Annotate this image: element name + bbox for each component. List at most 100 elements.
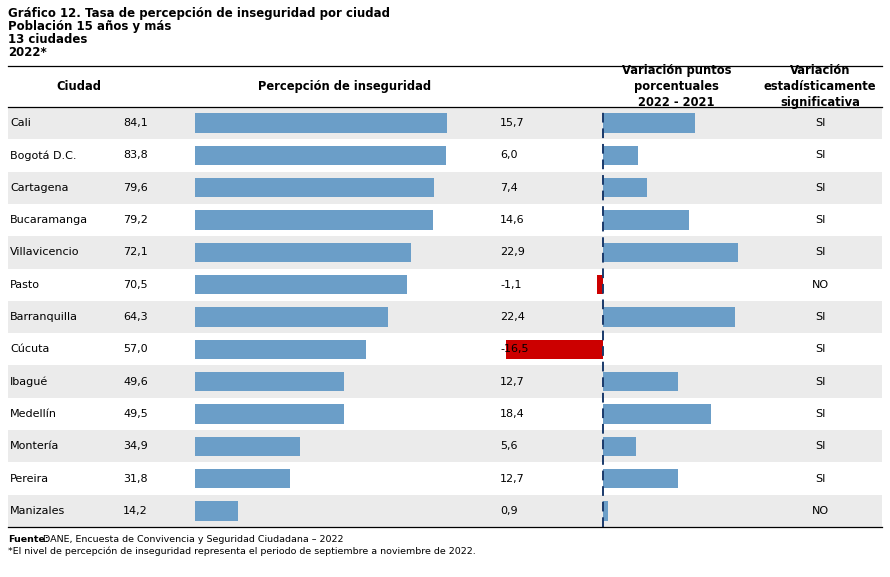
- Bar: [603, 437, 636, 456]
- Text: Pasto: Pasto: [10, 280, 40, 290]
- Bar: [8, 333, 882, 365]
- Text: Villavicencio: Villavicencio: [10, 248, 79, 257]
- Bar: [195, 501, 238, 520]
- Text: Barranquilla: Barranquilla: [10, 312, 78, 322]
- Bar: [603, 114, 695, 133]
- Bar: [195, 146, 447, 165]
- Text: Pereira: Pereira: [10, 474, 49, 484]
- Bar: [603, 243, 738, 262]
- Text: Variación
estadísticamente
significativa: Variación estadísticamente significativa: [764, 64, 877, 109]
- Text: 0,9: 0,9: [500, 506, 518, 516]
- Text: Medellín: Medellín: [10, 409, 57, 419]
- Text: Fuente:: Fuente:: [8, 535, 49, 544]
- Bar: [8, 494, 882, 527]
- Text: SI: SI: [815, 441, 825, 451]
- Bar: [8, 365, 882, 398]
- Text: Población 15 años y más: Población 15 años y más: [8, 20, 172, 33]
- Text: 84,1: 84,1: [123, 118, 148, 128]
- Text: Ciudad: Ciudad: [56, 80, 101, 93]
- Text: SI: SI: [815, 215, 825, 225]
- Bar: [8, 139, 882, 171]
- Text: 14,2: 14,2: [123, 506, 148, 516]
- Text: 6,0: 6,0: [500, 151, 517, 160]
- Text: SI: SI: [815, 183, 825, 193]
- Text: SI: SI: [815, 377, 825, 387]
- Bar: [8, 236, 882, 268]
- Bar: [195, 243, 411, 262]
- Text: 57,0: 57,0: [124, 344, 148, 354]
- Text: *El nivel de percepción de inseguridad representa el periodo de septiembre a nov: *El nivel de percepción de inseguridad r…: [8, 546, 476, 556]
- Text: Manizales: Manizales: [10, 506, 65, 516]
- Bar: [603, 178, 646, 197]
- Text: NO: NO: [812, 280, 829, 290]
- Text: 12,7: 12,7: [500, 377, 525, 387]
- Bar: [603, 308, 735, 327]
- Bar: [506, 340, 603, 359]
- Text: SI: SI: [815, 474, 825, 484]
- Text: Bucaramanga: Bucaramanga: [10, 215, 88, 225]
- Bar: [195, 308, 388, 327]
- Text: 13 ciudades: 13 ciudades: [8, 33, 87, 46]
- Bar: [603, 211, 689, 230]
- Text: -1,1: -1,1: [500, 280, 522, 290]
- Text: 7,4: 7,4: [500, 183, 518, 193]
- Text: 79,2: 79,2: [123, 215, 148, 225]
- Text: 79,6: 79,6: [123, 183, 148, 193]
- Text: 72,1: 72,1: [123, 248, 148, 257]
- Text: DANE, Encuesta de Convivencia y Seguridad Ciudadana – 2022: DANE, Encuesta de Convivencia y Segurida…: [40, 535, 344, 544]
- Text: 34,9: 34,9: [123, 441, 148, 451]
- Text: SI: SI: [815, 151, 825, 160]
- Text: Gráfico 12. Tasa de percepción de inseguridad por ciudad: Gráfico 12. Tasa de percepción de insegu…: [8, 7, 390, 20]
- Bar: [596, 275, 603, 294]
- Text: NO: NO: [812, 506, 829, 516]
- Text: 22,9: 22,9: [500, 248, 525, 257]
- Text: Cúcuta: Cúcuta: [10, 344, 49, 354]
- Text: 49,6: 49,6: [123, 377, 148, 387]
- Bar: [8, 204, 882, 236]
- Bar: [8, 398, 882, 430]
- Text: Ibagué: Ibagué: [10, 376, 48, 387]
- Text: SI: SI: [815, 248, 825, 257]
- Text: 22,4: 22,4: [500, 312, 525, 322]
- Text: Variación puntos
porcentuales
2022 - 2021: Variación puntos porcentuales 2022 - 202…: [622, 64, 732, 109]
- Bar: [195, 340, 366, 359]
- Text: Cali: Cali: [10, 118, 31, 128]
- Text: Montería: Montería: [10, 441, 60, 451]
- Bar: [195, 275, 407, 294]
- Bar: [195, 404, 344, 424]
- Text: 31,8: 31,8: [124, 474, 148, 484]
- Bar: [195, 437, 300, 456]
- Bar: [8, 107, 882, 139]
- Bar: [603, 146, 638, 165]
- Text: 14,6: 14,6: [500, 215, 524, 225]
- Bar: [195, 372, 344, 391]
- Bar: [195, 469, 290, 488]
- Text: Cartagena: Cartagena: [10, 183, 69, 193]
- Text: SI: SI: [815, 344, 825, 354]
- Bar: [8, 171, 882, 204]
- Text: 49,5: 49,5: [123, 409, 148, 419]
- Text: 12,7: 12,7: [500, 474, 525, 484]
- Bar: [603, 501, 608, 520]
- Bar: [8, 268, 882, 301]
- Bar: [603, 404, 711, 424]
- Text: Bogotá D.C.: Bogotá D.C.: [10, 150, 77, 161]
- Bar: [603, 469, 677, 488]
- Text: 70,5: 70,5: [124, 280, 148, 290]
- Text: SI: SI: [815, 312, 825, 322]
- Bar: [8, 301, 882, 333]
- Text: 2022*: 2022*: [8, 46, 47, 59]
- Text: SI: SI: [815, 118, 825, 128]
- Bar: [195, 178, 433, 197]
- Text: -16,5: -16,5: [500, 344, 529, 354]
- Text: 64,3: 64,3: [124, 312, 148, 322]
- Text: Percepción de inseguridad: Percepción de inseguridad: [258, 80, 432, 93]
- Text: 83,8: 83,8: [123, 151, 148, 160]
- Bar: [603, 372, 677, 391]
- Text: 18,4: 18,4: [500, 409, 525, 419]
- Bar: [195, 211, 433, 230]
- Text: 15,7: 15,7: [500, 118, 524, 128]
- Bar: [8, 430, 882, 462]
- Bar: [8, 462, 882, 494]
- Text: 5,6: 5,6: [500, 441, 517, 451]
